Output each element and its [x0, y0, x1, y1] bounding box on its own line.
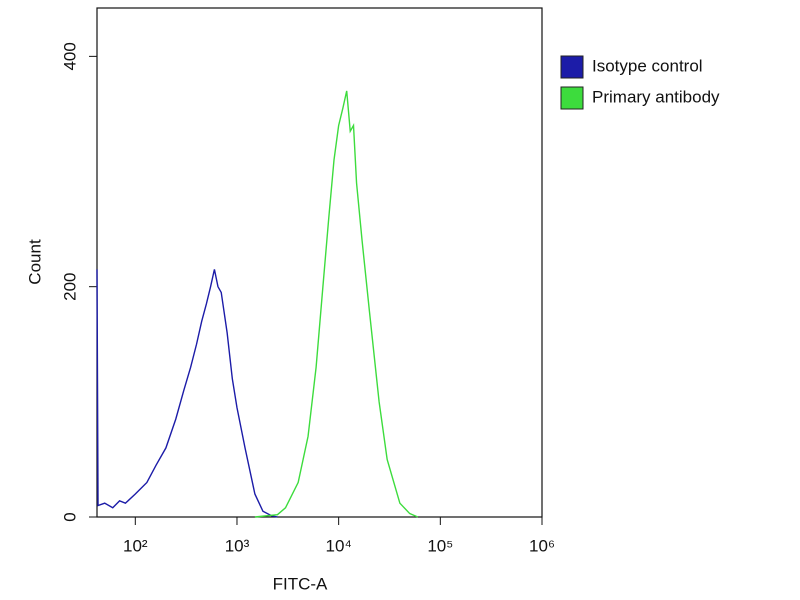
x-tick-label: 10⁴: [326, 536, 352, 555]
y-axis-label: Count: [25, 239, 44, 285]
y-tick-label: 400: [60, 42, 79, 70]
x-axis-label: FITC-A: [273, 574, 328, 593]
x-tick-label: 10²: [123, 536, 148, 555]
legend-label: Isotype control: [592, 56, 703, 75]
y-tick-label: 0: [60, 512, 79, 521]
y-tick-label: 200: [60, 272, 79, 300]
legend-label: Primary antibody: [592, 87, 720, 106]
series-line: [96, 269, 278, 518]
x-tick-label: 10⁵: [427, 536, 453, 555]
x-tick-label: 10³: [225, 536, 250, 555]
x-tick-label: 10⁶: [529, 536, 555, 555]
legend-swatch: [560, 86, 584, 110]
plot-frame: [96, 7, 543, 518]
series-line: [254, 90, 419, 518]
legend-swatch: [560, 55, 584, 79]
